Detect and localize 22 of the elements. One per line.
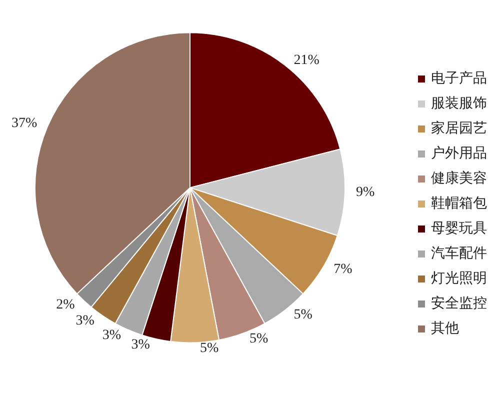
legend-label: 家居园艺: [431, 120, 487, 136]
data-label: 5%: [250, 332, 269, 347]
data-label: 3%: [102, 328, 122, 343]
data-label: 5%: [294, 307, 313, 322]
legend-label: 电子产品: [431, 70, 487, 86]
legend-label: 灯光照明: [431, 270, 487, 286]
legend-label: 服装服饰: [431, 96, 487, 112]
data-label: 21%: [294, 52, 320, 68]
data-label: 2%: [56, 298, 76, 313]
legend-label: 其他: [431, 320, 459, 336]
legend-label: 安全监控: [431, 296, 487, 312]
data-label: 9%: [356, 185, 375, 200]
legend-label: 健康美容: [431, 170, 487, 186]
data-label: 3%: [76, 313, 95, 328]
data-label: 37%: [12, 116, 38, 132]
legend-label: 汽车配件: [431, 246, 487, 262]
data-label: 7%: [334, 262, 353, 278]
legend-label: 户外用品: [431, 146, 487, 162]
legend-label: 鞋帽箱包: [431, 196, 487, 212]
data-label: 3%: [131, 337, 150, 352]
data-label: 5%: [200, 341, 220, 356]
legend-label: 母婴玩具: [431, 220, 487, 236]
